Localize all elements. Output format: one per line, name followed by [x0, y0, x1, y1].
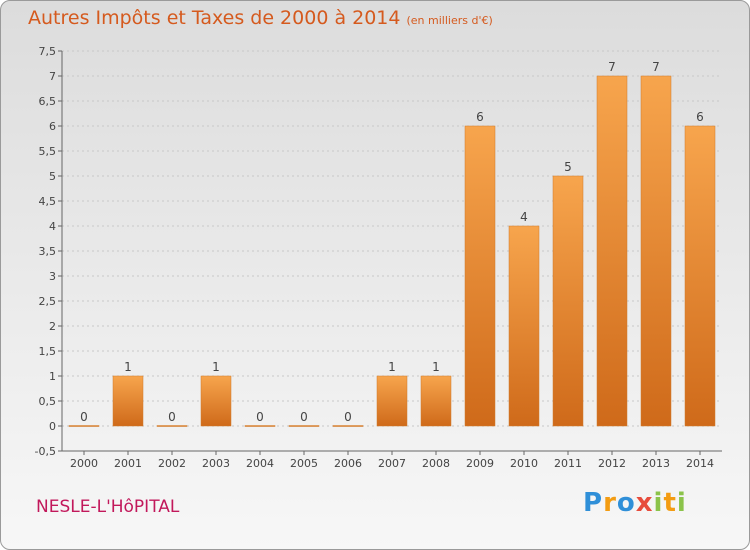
bar-2008 — [420, 375, 452, 427]
bar-2001 — [112, 375, 144, 427]
bar-2002 — [156, 425, 188, 427]
bar-2009 — [464, 125, 496, 427]
y-tick-label: 2,5 — [39, 295, 57, 308]
data-label: 7 — [652, 60, 660, 74]
y-tick-label: 0 — [49, 420, 56, 433]
x-tick-label: 2009 — [466, 457, 494, 470]
bar-2011 — [552, 175, 584, 427]
bar-2005 — [288, 425, 320, 427]
y-tick-labels: -0,5 0 0,5 1 1,5 2 2,5 3 3,5 4 4,5 5 5,5 6 6,5 7 7,5 — [35, 45, 56, 458]
y-tick-label: 6 — [49, 120, 56, 133]
y-tick-label: 3,5 — [39, 245, 57, 258]
x-tick-label: 2000 — [70, 457, 98, 470]
bar-2007 — [376, 375, 408, 427]
x-tick-label: 2007 — [378, 457, 406, 470]
data-label: 1 — [388, 360, 396, 374]
data-label: 1 — [212, 360, 220, 374]
data-labels: 0 1 0 1 0 0 0 1 1 6 4 5 7 7 6 — [80, 60, 704, 424]
bar-2014 — [684, 125, 716, 427]
bar-2010 — [508, 225, 540, 427]
y-tick-label: 7 — [49, 70, 56, 83]
data-label: 7 — [608, 60, 616, 74]
y-tick-label: 5 — [49, 170, 56, 183]
logo-letter: x — [635, 488, 654, 518]
y-tick-label: 3 — [49, 270, 56, 283]
data-label: 0 — [300, 410, 308, 424]
logo-letter: i — [676, 488, 687, 518]
y-tick-label: 5,5 — [39, 145, 57, 158]
x-tick-label: 2008 — [422, 457, 450, 470]
bar-2003 — [200, 375, 232, 427]
chart-unit: (en milliers d'€) — [406, 14, 493, 27]
y-tick-label: 4,5 — [39, 195, 57, 208]
y-tick-label: -0,5 — [35, 445, 56, 458]
data-label: 5 — [564, 160, 572, 174]
bar-2000 — [68, 425, 100, 427]
logo-letter: P — [583, 488, 604, 518]
y-tick-label: 6,5 — [39, 95, 57, 108]
y-tick-label: 1 — [49, 370, 56, 383]
x-tick-label: 2011 — [554, 457, 582, 470]
x-tick-label: 2012 — [598, 457, 626, 470]
x-tick-label: 2003 — [202, 457, 230, 470]
data-label: 6 — [696, 110, 704, 124]
data-label: 0 — [256, 410, 264, 424]
y-tick-label: 1,5 — [39, 345, 57, 358]
x-tick-label: 2005 — [290, 457, 318, 470]
logo-letter: o — [616, 488, 636, 518]
bar-2004 — [244, 425, 276, 427]
data-label: 6 — [476, 110, 484, 124]
x-tick-label: 2004 — [246, 457, 274, 470]
data-label: 0 — [168, 410, 176, 424]
bar-2012 — [596, 75, 628, 427]
x-tick-label: 2010 — [510, 457, 538, 470]
x-tick-label: 2014 — [686, 457, 714, 470]
y-tick-label: 2 — [49, 320, 56, 333]
x-tick-label: 2002 — [158, 457, 186, 470]
bar-2006 — [332, 425, 364, 427]
bars — [68, 75, 716, 427]
logo-letter: t — [663, 488, 677, 518]
y-tick-label: 0,5 — [39, 395, 57, 408]
data-label: 0 — [344, 410, 352, 424]
bar-2013 — [640, 75, 672, 427]
x-tick-label: 2013 — [642, 457, 670, 470]
logo-letter: i — [653, 488, 664, 518]
logo-letter: r — [603, 488, 617, 518]
x-tick-label: 2001 — [114, 457, 142, 470]
y-tick-label: 4 — [49, 220, 56, 233]
chart-title: Autres Impôts et Taxes de 2000 à 2014 (en… — [28, 7, 493, 29]
data-label: 1 — [124, 360, 132, 374]
data-label: 4 — [520, 210, 528, 224]
x-tick-label: 2006 — [334, 457, 362, 470]
commune-name: NESLE-L'HôPITAL — [36, 497, 180, 517]
x-tick-labels: 2000 2001 2002 2003 2004 2005 2006 2007 2008 2009… — [70, 451, 714, 470]
data-label: 0 — [80, 410, 88, 424]
y-tick-label: 7,5 — [39, 45, 57, 58]
data-label: 1 — [432, 360, 440, 374]
proxiti-logo: Proxiti — [583, 488, 687, 518]
